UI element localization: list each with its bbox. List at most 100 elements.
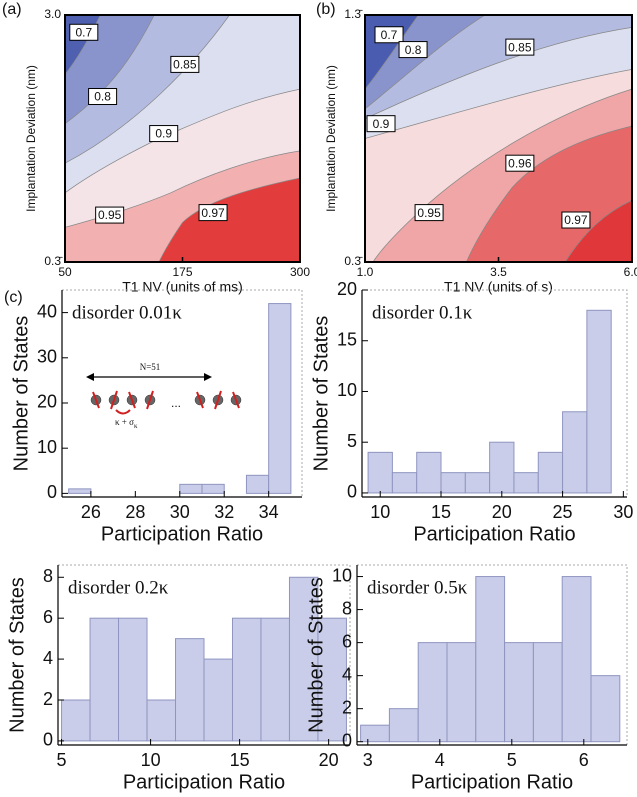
y-axis-label: Number of States bbox=[10, 316, 32, 472]
y-tick-label: 20 bbox=[37, 392, 57, 412]
x-tick-label: 34 bbox=[259, 502, 279, 522]
contour-region bbox=[158, 177, 301, 263]
x-tick-label: 32 bbox=[214, 502, 234, 522]
bar bbox=[561, 576, 592, 743]
contour-label: 0.8 bbox=[405, 43, 422, 57]
x-tick-label: 28 bbox=[125, 502, 145, 522]
bar bbox=[288, 576, 319, 742]
x-tick-label: 300 bbox=[290, 265, 310, 279]
bar bbox=[388, 708, 419, 743]
contour-region bbox=[465, 125, 633, 263]
bar bbox=[68, 488, 92, 494]
bar bbox=[203, 658, 233, 742]
contour-label: 0.85 bbox=[173, 58, 197, 72]
bar bbox=[513, 472, 539, 494]
x-tick-label: 1.0 bbox=[357, 265, 374, 279]
x-tick-label: 50 bbox=[58, 265, 72, 279]
bar bbox=[360, 724, 390, 743]
plot-frame bbox=[62, 289, 303, 497]
bar bbox=[586, 309, 612, 494]
x-tick-label: 3 bbox=[363, 750, 373, 770]
bar bbox=[504, 642, 534, 743]
x-tick-label: 175 bbox=[172, 265, 192, 279]
y-tick-label: 40 bbox=[37, 301, 57, 321]
panel-label: (b) bbox=[316, 1, 336, 18]
bar bbox=[268, 303, 292, 494]
contour-label: 0.9 bbox=[155, 127, 172, 141]
x-tick-label: 15 bbox=[230, 750, 250, 770]
x-tick-label: 4 bbox=[435, 750, 445, 770]
bar bbox=[475, 576, 506, 743]
contour-label-box bbox=[69, 23, 99, 41]
plot-frame bbox=[58, 564, 351, 745]
x-axis-label: T1 NV (units of ms) bbox=[122, 279, 243, 295]
y-axis-label: Implantation Deviation (nm) bbox=[24, 65, 38, 212]
y-axis-label: Number of States bbox=[6, 577, 28, 733]
contour-label-box bbox=[95, 206, 125, 224]
y-tick-label: 8 bbox=[342, 598, 352, 618]
contour-label: 0.7 bbox=[75, 25, 92, 39]
contour-label-box bbox=[505, 38, 535, 56]
bar bbox=[590, 675, 621, 743]
y-tick-label: 15 bbox=[337, 329, 357, 349]
bar bbox=[417, 642, 448, 743]
panel-title: disorder 0.2κ bbox=[68, 577, 169, 598]
arrow-head bbox=[86, 373, 94, 381]
panel-title: disorder 0.5κ bbox=[367, 577, 468, 598]
contour-label-box bbox=[170, 55, 200, 73]
y-tick-label: 4 bbox=[342, 664, 352, 684]
x-tick-label: 26 bbox=[81, 502, 101, 522]
y-tick-label: 1.3̄ bbox=[344, 7, 363, 21]
x-tick-label: 10 bbox=[370, 502, 390, 522]
bar bbox=[416, 451, 442, 494]
bar bbox=[175, 638, 205, 742]
arrow-head bbox=[204, 373, 212, 381]
x-tick-label: 6 bbox=[579, 750, 589, 770]
contour-label-box bbox=[561, 211, 591, 229]
y-tick-label: 6 bbox=[43, 607, 53, 627]
plot-frame bbox=[357, 564, 628, 745]
x-tick-label: 5 bbox=[507, 750, 517, 770]
contour-label: 0.95 bbox=[98, 208, 122, 222]
x-axis-label: Participation Ratio bbox=[101, 523, 263, 545]
contour-label-box bbox=[398, 41, 428, 59]
y-tick-label: 5 bbox=[347, 431, 357, 451]
panel-label: (c) bbox=[4, 289, 23, 306]
bar bbox=[562, 411, 588, 494]
contour-label: 0.9 bbox=[373, 117, 390, 131]
y-tick-label: 0 bbox=[342, 730, 352, 750]
y-tick-label: 20 bbox=[337, 279, 357, 299]
x-tick-label: 30 bbox=[170, 502, 190, 522]
x-tick-label: 25 bbox=[553, 502, 573, 522]
x-axis-label: T1 NV (units of s) bbox=[444, 279, 553, 295]
x-axis-label: Participation Ratio bbox=[411, 771, 573, 793]
contour-label-box bbox=[374, 26, 404, 44]
bar bbox=[537, 451, 564, 494]
y-tick-label: 0 bbox=[43, 730, 53, 750]
panel-title: disorder 0.1κ bbox=[372, 302, 473, 323]
panel-title: disorder 0.01κ bbox=[72, 302, 182, 323]
contour-label: 0.85 bbox=[508, 40, 532, 54]
x-tick-label: 6.0 bbox=[624, 265, 637, 279]
bar bbox=[146, 699, 177, 742]
coupling: κ + σ bbox=[115, 417, 134, 427]
bar bbox=[440, 472, 466, 494]
bar bbox=[489, 441, 515, 494]
bar bbox=[391, 472, 418, 494]
x-axis-label: Participation Ratio bbox=[123, 771, 285, 793]
bar bbox=[446, 642, 477, 743]
bar bbox=[231, 617, 262, 742]
contour-label-box bbox=[198, 204, 228, 222]
bar bbox=[464, 472, 491, 494]
y-tick-label: 10 bbox=[332, 565, 352, 585]
y-tick-label: 30 bbox=[37, 347, 57, 367]
x-tick-label: 20 bbox=[492, 502, 512, 522]
y-axis-label: Number of States bbox=[310, 316, 332, 472]
contour-label: 0.8 bbox=[94, 90, 111, 104]
y-tick-label: 3.0 bbox=[44, 7, 61, 21]
y-tick-label: 0 bbox=[47, 482, 57, 502]
bar bbox=[532, 642, 563, 743]
contour-label: 0.7 bbox=[381, 28, 398, 42]
contour-label-box bbox=[88, 88, 118, 106]
